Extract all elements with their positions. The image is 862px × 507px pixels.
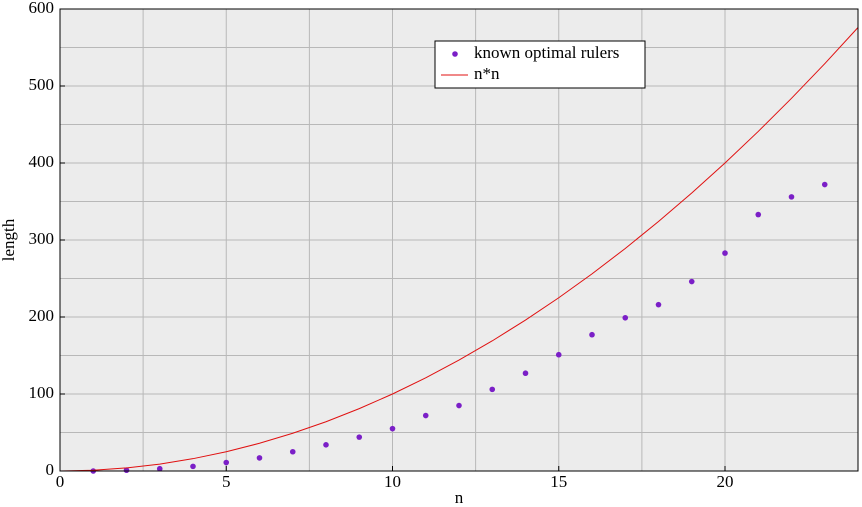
data-point	[156, 465, 163, 472]
data-point	[589, 331, 595, 338]
data-point	[190, 463, 196, 470]
data-point	[323, 442, 329, 448]
legend-label: n*n	[474, 64, 500, 83]
data-point	[223, 459, 230, 466]
data-point	[722, 250, 728, 256]
y-tick-label: 0	[46, 460, 55, 479]
x-tick-label: 10	[384, 472, 401, 491]
data-point	[489, 386, 496, 393]
data-point	[422, 412, 429, 419]
data-point	[522, 370, 529, 377]
legend-label: known optimal rulers	[474, 43, 619, 62]
data-point	[123, 467, 130, 474]
x-tick-label: 20	[717, 472, 734, 491]
data-point	[456, 402, 462, 409]
data-point	[356, 434, 363, 440]
x-tick-label: 0	[56, 472, 65, 491]
legend-symbol	[452, 51, 458, 57]
y-axis-label: length	[0, 218, 18, 261]
y-tick-label: 400	[29, 152, 55, 171]
data-point	[755, 211, 762, 218]
line-series	[59, 27, 859, 472]
x-tick-label: 5	[222, 472, 231, 491]
data-point	[389, 425, 396, 432]
y-tick-label: 300	[29, 229, 55, 248]
x-tick-label: 15	[550, 472, 567, 491]
y-tick-label: 100	[29, 383, 55, 402]
data-point	[622, 314, 629, 321]
data-point	[788, 194, 795, 200]
data-point	[655, 301, 662, 308]
data-point	[256, 455, 263, 461]
data-point	[688, 278, 695, 285]
data-point	[289, 448, 296, 455]
y-tick-label: 200	[29, 306, 55, 325]
data-point	[821, 181, 828, 188]
x-axis-label: n	[455, 488, 464, 507]
y-tick-label: 600	[29, 0, 55, 17]
y-tick-label: 500	[29, 75, 55, 94]
data-point	[555, 351, 562, 358]
legend-box	[434, 40, 646, 89]
